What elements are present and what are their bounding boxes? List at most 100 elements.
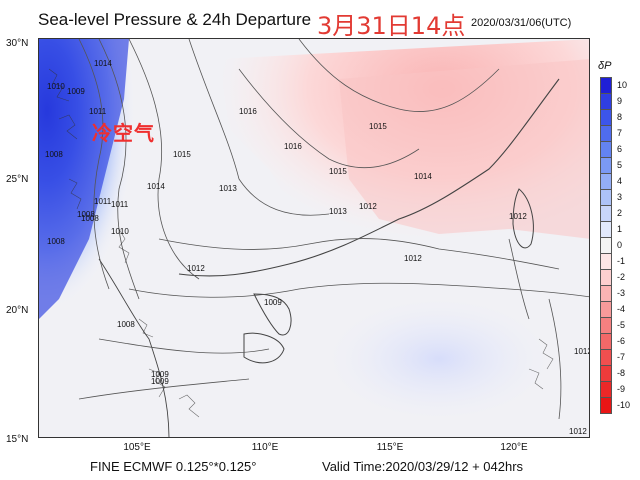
colorbar-tick-label: 9 [617,96,623,106]
chart-title: Sea-level Pressure & 24h Departure [38,10,312,29]
isobar-label: 1010 [47,82,65,91]
indochina-coast [98,258,170,437]
colorbar-tick-label: 5 [617,160,623,170]
colorbar-cell [600,397,612,414]
colorbar-tick-label: 0 [617,240,623,250]
isobar-label: 1008 [45,150,63,159]
lat-label-25n: 25°N [6,174,29,185]
colorbar-tick-label: 2 [617,208,623,218]
taiwan-island [512,188,534,249]
isobar-label: 1012 [569,427,587,436]
valid-time-label: Valid Time:2020/03/29/12 + 042hrs [322,459,524,474]
colorbar-tick-label: -7 [617,352,626,362]
isobar-label: 1015 [329,167,347,176]
isobar-label: 1008 [117,320,135,329]
colorbar-tick-label: 10 [617,80,628,90]
colorbar-cell [600,173,612,190]
isobar-label-group: 1014 1010 1009 1011 1008 1016 1015 1013 … [45,59,590,436]
isobar-label: 1008 [47,237,65,246]
colorbar-tick-label: -1 [617,256,626,266]
colorbar-cell [600,285,612,302]
colorbar-cell [600,141,612,158]
lon-label-110e: 110°E [251,442,279,453]
isobar-label: 1011 [89,107,107,116]
isobar-label: 1011 [94,197,112,206]
isobar-label: 1011 [111,200,129,209]
lat-label-30n: 30°N [6,38,29,49]
colorbar-cell [600,253,612,270]
colorbar-cell [600,221,612,238]
colorbar [600,77,612,414]
lon-label-105e: 105°E [123,442,151,453]
isobar-label: 1008 [81,214,99,223]
colorbar-cell [600,77,612,94]
isobar-label: 1012 [509,212,527,221]
cold-core-region [39,39,129,319]
colorbar-tick-label: 7 [617,128,623,138]
isobar-label: 1009 [151,370,169,379]
cold-air-annotation: 冷空气 [92,121,155,145]
isobar-label: 1012 [404,254,422,263]
utc-timestamp: 2020/03/31/06(UTC) [471,17,572,29]
map-panel: 1014 1010 1009 1011 1008 1016 1015 1013 … [38,38,590,438]
isobar-label: 1016 [284,142,302,151]
colorbar-tick-label: -4 [617,304,626,314]
colorbar-title: δP [598,60,612,72]
colorbar-cell [600,157,612,174]
colorbar-cell [600,109,612,126]
colorbar-tick-label: 8 [617,112,623,122]
colorbar-cell [600,93,612,110]
isobar-label: 1013 [219,184,237,193]
isobar-label: 1009 [151,377,169,386]
isobar-label: 1014 [414,172,432,181]
isobar-label: 1012 [187,264,205,273]
china-coastline [178,78,560,277]
local-time-title: 3月31日14点 [317,12,466,40]
colorbar-tick-label: 6 [617,144,623,154]
colorbar-tick-label: -8 [617,368,626,378]
colorbar-tick-label: -6 [617,336,626,346]
lon-label-120e: 120°E [500,442,528,453]
model-resolution-label: FINE ECMWF 0.125°*0.125° [90,459,257,474]
colorbar-tick-label: -3 [617,288,626,298]
isobar-label: 1016 [239,107,257,116]
isobar-label: 1014 [94,59,112,68]
colorbar-cell [600,301,612,318]
isobar-label: 1013 [329,207,347,216]
colorbar-tick-label: -10 [617,400,631,410]
sea-negative-patch [329,299,549,419]
leizhou-peninsula [253,293,292,336]
hainan-island [243,332,285,364]
colorbar-tick-label: 1 [617,224,623,234]
colorbar-cell [600,333,612,350]
isobar-label: 1009 [264,298,282,307]
colorbar-tick-label: 4 [617,176,623,186]
isobar-label: 1014 [147,182,165,191]
isobar-label: 1015 [369,122,387,131]
isobar-label: 1010 [111,227,129,236]
colorbar-tick-label: -9 [617,384,626,394]
terrain-contours [48,68,554,418]
colorbar-cell [600,189,612,206]
isobar-label: 1012 [359,202,377,211]
colorbar-cell [600,269,612,286]
isobar-label: 1008 [77,210,95,219]
lat-label-15n: 15°N [6,434,29,445]
colorbar-cell [600,317,612,334]
colorbar-tick-label: -2 [617,272,626,282]
colorbar-tick-label: -5 [617,320,626,330]
lon-label-115e: 115°E [376,442,404,453]
colorbar-cell [600,349,612,366]
lat-label-20n: 20°N [6,305,29,316]
colorbar-tick-label: 3 [617,192,623,202]
isobar-label: 1009 [67,87,85,96]
colorbar-cell [600,205,612,222]
colorbar-cell [600,237,612,254]
isobar-label: 1015 [173,150,191,159]
isobar-label: 1012 [574,347,590,356]
isobar-lines [78,39,589,420]
colorbar-cell [600,365,612,382]
pressure-map: 1014 1010 1009 1011 1008 1016 1015 1013 … [39,39,590,437]
warm-core-region [339,59,589,239]
colorbar-cell [600,381,612,398]
